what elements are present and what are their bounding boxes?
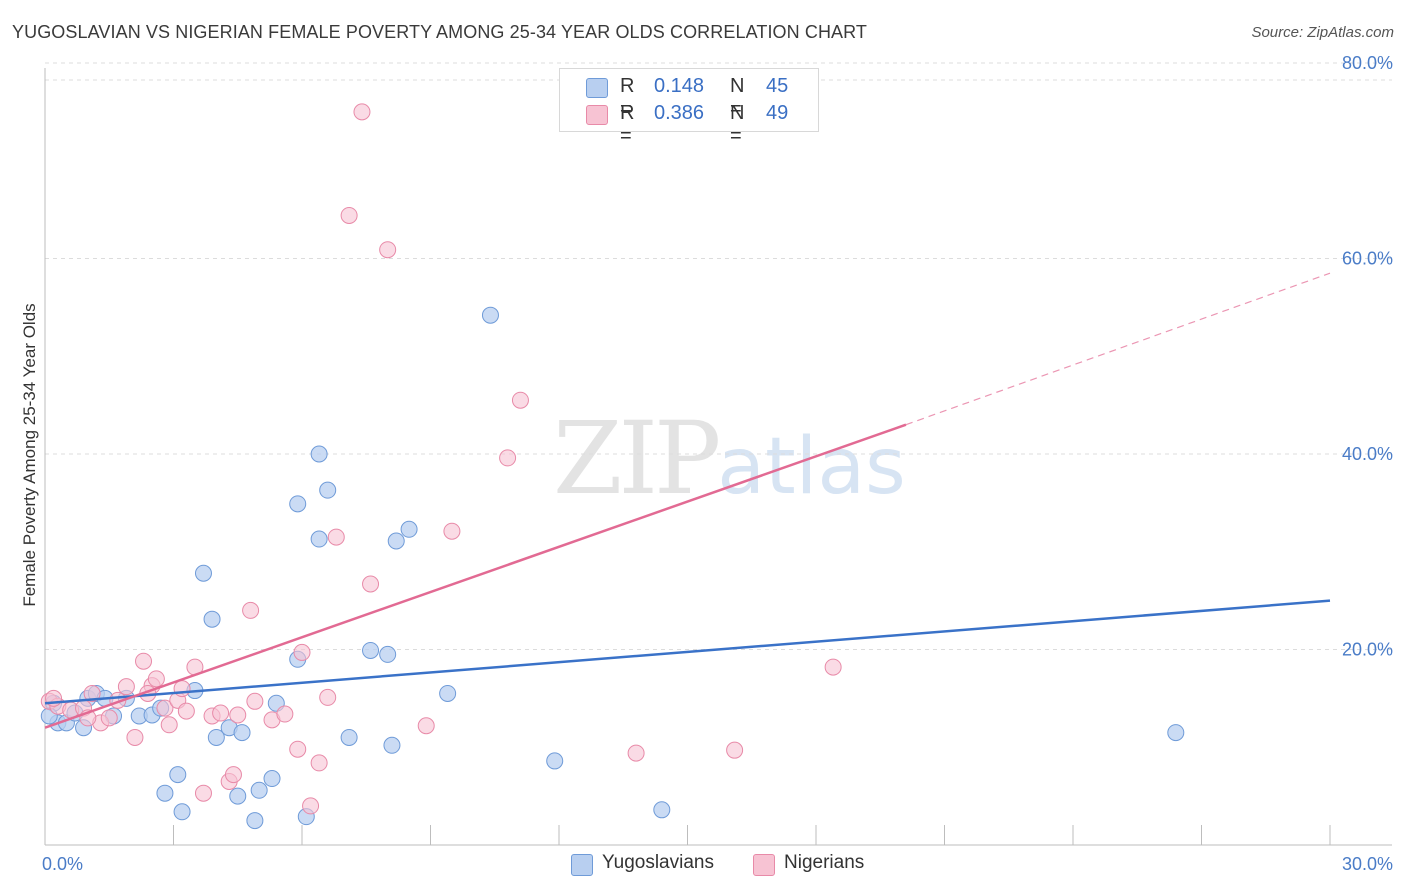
legend-swatch-nigerians [586,105,608,125]
source-credit: Source: ZipAtlas.com [1251,24,1394,41]
y-tick-label: 60.0% [1342,249,1393,269]
yugoslavian-point [340,728,358,746]
nigerian-point [353,103,371,121]
chart-title: YUGOSLAVIAN VS NIGERIAN FEMALE POVERTY A… [12,22,868,42]
nigerian-point [173,680,191,698]
nigerian-point [302,797,320,815]
yugoslavian-point [310,530,328,548]
yugoslavian-point [207,728,225,746]
yugoslavian-point [1167,724,1185,742]
yugoslavian-point [400,520,418,538]
yugoslavian-point [379,645,397,663]
nigerian-point [126,728,144,746]
nigerian-point [224,766,242,784]
nigerian-point [242,601,260,619]
yugoslavian-point [481,306,499,324]
yugoslavian-point [546,752,564,770]
yugoslavian-point [310,445,328,463]
nigerian-point [83,684,101,702]
legend-n-label: N = [730,75,745,120]
nigerian-point [212,704,230,722]
yugoslavian-point [263,770,281,788]
nigerian-point [319,688,337,706]
nigerian-point [726,741,744,759]
nigerian-point [177,702,195,720]
yugoslavian-point [169,766,187,784]
nigerian-point [511,391,529,409]
yugoslavian-point [362,641,380,659]
yugoslavian-point [173,803,191,821]
watermark-zip: ZIP [553,400,721,517]
nigerian-point [443,522,461,540]
nigerian-point [499,449,517,467]
nigerian-point [194,784,212,802]
y-tick-label: 80.0% [1342,53,1393,73]
legend-r-value: 0.148 [654,75,705,97]
nigerian-point [293,643,311,661]
bottom-swatch-yugoslavians [571,854,593,876]
nigerian-point [289,740,307,758]
nigerian-point [362,575,380,593]
bottom-label-nigerians: Nigerians [784,852,865,873]
x-tick-label: 0.0% [42,854,83,874]
yugoslavian-point [156,784,174,802]
legend-n-value: 49 [766,102,789,124]
yugoslavian-point [229,787,247,805]
nigerian-point [100,709,118,727]
bottom-swatch-nigerians [753,854,775,876]
nigerian-point [417,717,435,735]
stats-legend: R = 0.148 N = 45 R = 0.386 N = 49 [559,68,819,147]
nigerian-point [276,705,294,723]
legend-r-label: R = [620,75,635,120]
nigerian-point [147,670,165,688]
nigerian-point [327,528,345,546]
yugoslavian-point [250,781,268,799]
yugoslavian-point [387,532,405,550]
nigerian-point [310,754,328,772]
y-tick-label: 20.0% [1342,640,1393,660]
legend-r-value: 0.386 [654,102,705,124]
nigerian-point [379,241,397,259]
yugoslavian-point [439,684,457,702]
yugoslavian-point [194,564,212,582]
nigerian-point [340,206,358,224]
legend-r-label: R = [620,102,635,147]
yugoslavian-point [203,610,221,628]
yugoslavian-point [319,481,337,499]
yugoslavian-trendline [44,599,1331,705]
nigerian-point [160,716,178,734]
legend-swatch-yugoslavians [586,78,608,98]
legend-n-label: N = [730,102,745,147]
yugoslavian-point [289,495,307,513]
nigerian-trendline-extension [905,272,1331,426]
nigerian-point [156,699,174,717]
y-tick-label: 40.0% [1342,444,1393,464]
x-tick-label: 30.0% [1342,854,1393,874]
yugoslavian-point [233,724,251,742]
yugoslavian-point [653,801,671,819]
nigerian-point [117,678,135,696]
yugoslavian-point [246,812,264,830]
nigerian-point [246,692,264,710]
nigerian-point [135,652,153,670]
nigerian-trendline [44,423,907,729]
bottom-label-yugoslavians: Yugoslavians [602,852,714,873]
nigerian-point [229,706,247,724]
nigerian-point [627,744,645,762]
legend-n-value: 45 [766,75,789,97]
yugoslavian-point [383,736,401,754]
nigerian-point [824,658,842,676]
